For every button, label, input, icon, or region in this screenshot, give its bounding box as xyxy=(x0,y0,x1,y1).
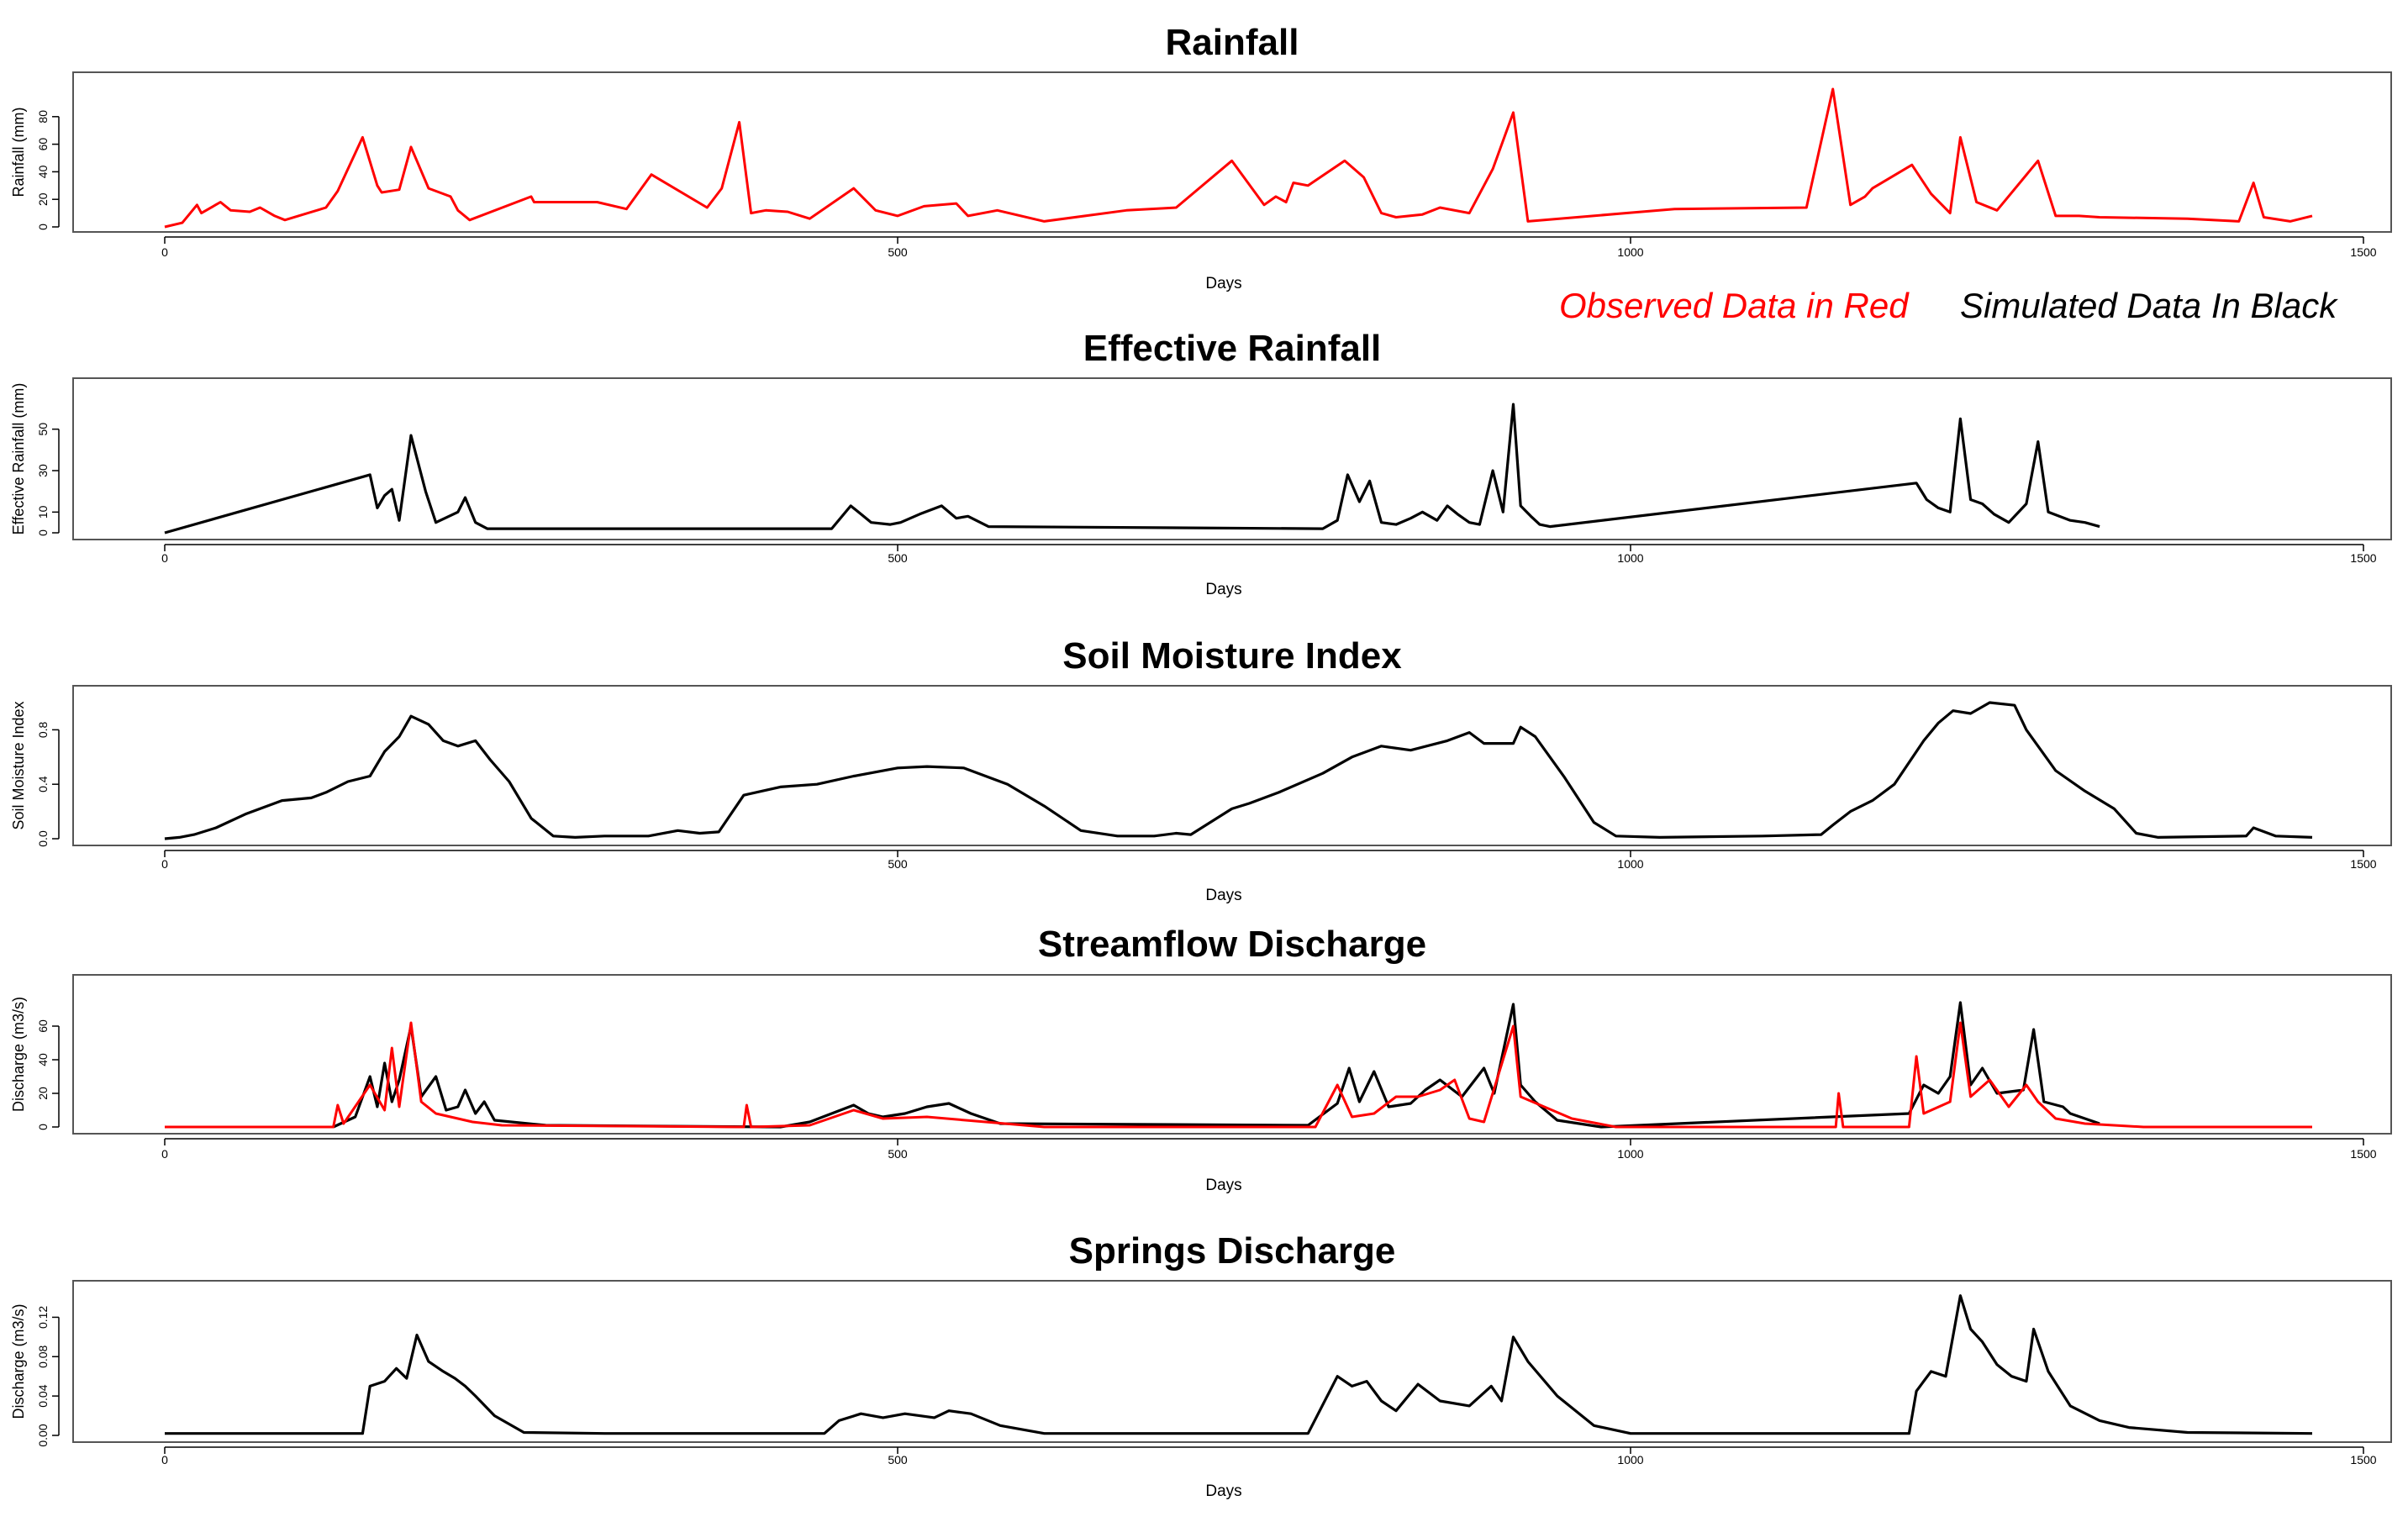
series-line-observed xyxy=(164,87,2313,229)
x-axis: 0 500 1000 1500 xyxy=(161,850,2377,871)
x-tick-label: 1000 xyxy=(1617,857,1643,871)
plot-frame xyxy=(72,377,2392,540)
x-tick-label: 0 xyxy=(161,857,168,871)
y-axis-label: Soil Moisture Index xyxy=(10,701,27,829)
plot-frame xyxy=(72,685,2392,846)
y-tick-label: 10 xyxy=(36,505,50,519)
x-axis-label: Days xyxy=(1205,275,1241,292)
chart-title: Effective Rainfall xyxy=(1083,328,1382,369)
x-axis: 0 500 1000 1500 xyxy=(161,236,2377,259)
chart-title: Springs Discharge xyxy=(1069,1230,1396,1272)
y-tick-label: 50 xyxy=(36,423,50,436)
y-tick-label: 0.00 xyxy=(36,1424,50,1446)
y-axis-label: Discharge (m3/s) xyxy=(10,997,27,1112)
x-axis: 0 500 1000 1500 xyxy=(161,1446,2377,1466)
y-tick-label: 40 xyxy=(36,1053,50,1066)
y-tick-label: 60 xyxy=(36,138,50,151)
y-axis: 0 20 40 60 80 xyxy=(36,110,60,230)
series-line-simulated xyxy=(164,701,2313,840)
x-tick-label: 0 xyxy=(161,245,168,259)
y-tick-label: 0.4 xyxy=(36,776,50,792)
y-tick-label: 40 xyxy=(36,165,50,178)
x-axis-label: Days xyxy=(1205,1482,1241,1500)
y-tick-label: 0 xyxy=(36,529,50,536)
y-tick-label: 20 xyxy=(36,1087,50,1100)
chart-streamflow: Streamflow Discharge 0 20 40 60 Discharge (m3… xyxy=(10,924,2392,1194)
y-tick-label: 0.8 xyxy=(36,721,50,738)
chart-title: Streamflow Discharge xyxy=(1038,924,1426,965)
legend: Observed Data in Red Simulated Data In Bl… xyxy=(1559,286,2338,325)
y-axis-label: Rainfall (mm) xyxy=(10,107,27,197)
x-tick-label: 1000 xyxy=(1617,245,1643,259)
y-tick-label: 0.04 xyxy=(36,1384,50,1407)
y-tick-label: 80 xyxy=(36,110,50,124)
x-tick-label: 500 xyxy=(888,551,908,565)
y-axis-label: Discharge (m3/s) xyxy=(10,1303,27,1419)
x-tick-label: 0 xyxy=(161,1147,168,1161)
x-tick-label: 0 xyxy=(161,1453,168,1466)
series-line-simulated xyxy=(164,403,2100,534)
x-tick-label: 1000 xyxy=(1617,551,1643,565)
x-tick-label: 500 xyxy=(888,1147,908,1161)
y-axis: 0 10 30 50 xyxy=(36,423,60,536)
x-tick-label: 1000 xyxy=(1617,1147,1643,1161)
x-tick-label: 500 xyxy=(888,245,908,259)
plot-frame xyxy=(72,71,2392,233)
y-axis: 0.0 0.4 0.8 xyxy=(36,721,60,847)
x-tick-label: 1500 xyxy=(2350,1147,2376,1161)
series-line-simulated xyxy=(165,1294,2313,1435)
chart-title: Soil Moisture Index xyxy=(1062,635,1402,677)
y-tick-label: 60 xyxy=(36,1019,50,1033)
plot-frame xyxy=(72,974,2392,1135)
y-tick-label: 0 xyxy=(36,1124,50,1130)
plot-frame xyxy=(72,1280,2392,1443)
x-tick-label: 500 xyxy=(888,1453,908,1466)
y-axis: 0.00 0.04 0.08 0.12 xyxy=(36,1306,60,1447)
x-tick-label: 1500 xyxy=(2350,857,2376,871)
y-tick-label: 0 xyxy=(36,224,50,230)
y-tick-label: 20 xyxy=(36,192,50,206)
y-axis: 0 20 40 60 xyxy=(36,1019,60,1130)
x-tick-label: 1500 xyxy=(2350,551,2376,565)
x-tick-label: 1500 xyxy=(2350,245,2376,259)
x-tick-label: 0 xyxy=(161,551,168,565)
chart-springs: Springs Discharge 0.00 0.04 0.08 0.12 Dischar… xyxy=(10,1230,2392,1500)
x-axis: 0 500 1000 1500 xyxy=(161,1138,2377,1161)
series-line-observed xyxy=(165,1021,2312,1129)
y-tick-label: 30 xyxy=(36,464,50,477)
series-line-simulated xyxy=(332,1001,2100,1129)
legend-observed: Observed Data in Red xyxy=(1559,286,1910,325)
chart-rainfall: Rainfall 0 20 40 60 80 Rainfall (mm) 0 500 1000 15… xyxy=(10,22,2392,292)
y-tick-label: 0.08 xyxy=(36,1345,50,1367)
x-tick-label: 500 xyxy=(888,857,908,871)
x-tick-label: 1500 xyxy=(2350,1453,2376,1466)
x-axis-label: Days xyxy=(1205,887,1241,904)
y-tick-label: 0.0 xyxy=(36,830,50,847)
chart-effective_rainfall: Effective Rainfall 0 10 30 50 Effective Rainf… xyxy=(10,328,2392,598)
x-axis: 0 500 1000 1500 xyxy=(161,544,2377,565)
x-axis-label: Days xyxy=(1205,1177,1241,1194)
legend-simulated: Simulated Data In Black xyxy=(1960,286,2338,325)
chart-title: Rainfall xyxy=(1166,22,1299,63)
x-axis-label: Days xyxy=(1205,581,1241,598)
x-tick-label: 1000 xyxy=(1617,1453,1643,1466)
y-tick-label: 0.12 xyxy=(36,1306,50,1329)
y-axis-label: Effective Rainfall (mm) xyxy=(10,383,27,535)
chart-soil_moisture: Soil Moisture Index 0.0 0.4 0.8 Soil Moistur… xyxy=(10,635,2392,904)
